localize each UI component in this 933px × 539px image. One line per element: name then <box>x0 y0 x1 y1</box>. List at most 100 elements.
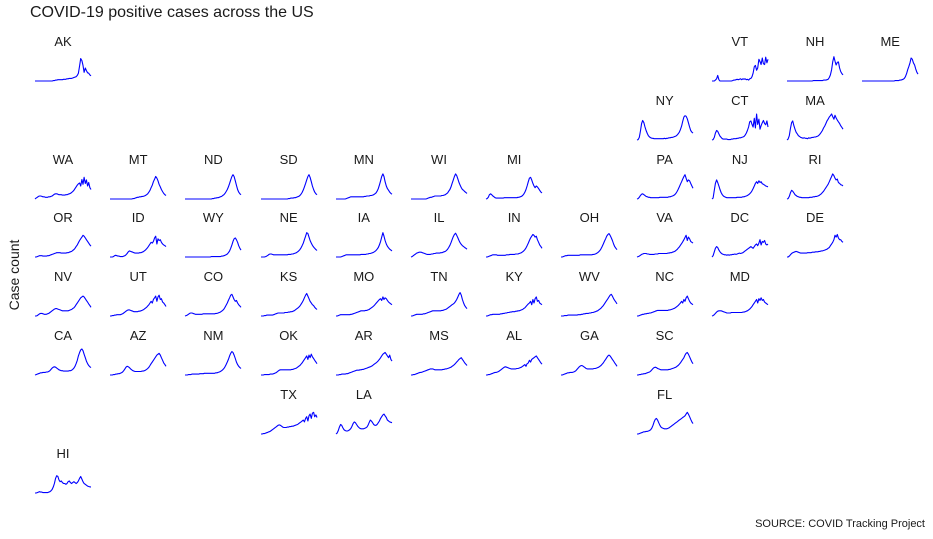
case-count-line-ma <box>786 113 844 141</box>
state-panel-ny: NY <box>636 93 693 144</box>
case-count-line-hi <box>35 474 91 494</box>
state-panel-nh: NH <box>787 35 844 85</box>
state-label: KY <box>505 269 523 285</box>
sparkline-chart <box>636 173 694 200</box>
state-panel-mt: MT <box>110 151 167 203</box>
state-label: MN <box>353 151 374 167</box>
sparkline-chart <box>34 176 92 200</box>
state-label: MI <box>506 151 522 167</box>
state-label: WA <box>52 151 74 167</box>
case-count-line-il <box>410 233 468 258</box>
state-label: FL <box>657 386 673 402</box>
state-label: WY <box>202 210 224 226</box>
state-label: MS <box>429 328 449 343</box>
state-panel-ia: IA <box>335 210 393 261</box>
sparkline-chart <box>335 172 393 200</box>
sparkline-chart <box>787 234 844 258</box>
state-label: WI <box>431 151 447 167</box>
state-label: MT <box>128 151 148 167</box>
state-label: CA <box>53 328 73 343</box>
case-count-line-in <box>486 234 543 258</box>
sparkline-chart <box>35 474 91 494</box>
sparkline-chart <box>636 114 693 141</box>
state-label: IL <box>433 210 445 226</box>
state-panel-mo: MO <box>335 270 393 320</box>
state-label: NC <box>655 269 674 285</box>
state-label: IN <box>507 210 521 226</box>
sparkline-chart <box>335 351 393 376</box>
case-count-line-co <box>185 293 242 317</box>
case-count-line-ca <box>34 348 92 376</box>
state-panel-nc: NC <box>636 269 693 320</box>
case-count-line-id <box>110 236 167 258</box>
case-count-line-nv <box>35 295 92 317</box>
case-count-line-dc <box>711 239 769 258</box>
case-count-line-nh <box>787 56 844 82</box>
case-count-line-ks <box>260 293 317 317</box>
state-panel-sc: SC <box>636 329 694 379</box>
case-count-line-ak <box>35 57 92 82</box>
state-label: PA <box>656 151 673 167</box>
case-count-line-ar <box>335 351 393 376</box>
state-panel-sd: SD <box>260 151 317 203</box>
case-count-line-or <box>35 235 92 258</box>
case-count-line-oh <box>561 233 618 258</box>
sparkline-chart <box>260 353 318 376</box>
case-count-line-nc <box>636 295 693 317</box>
state-label: CT <box>731 92 749 108</box>
state-label: OK <box>279 328 298 343</box>
sparkline-chart <box>34 348 92 376</box>
state-label: IA <box>357 210 370 226</box>
sparkline-chart <box>485 176 543 200</box>
state-panel-ak: AK <box>35 34 92 85</box>
case-count-line-nm <box>185 351 242 376</box>
sparkline-chart <box>185 293 242 317</box>
state-label: KS <box>279 269 298 285</box>
state-label: ME <box>880 34 900 49</box>
state-label: AR <box>354 328 373 343</box>
sparkline-chart <box>787 56 844 82</box>
sparkline-chart <box>260 173 317 200</box>
sparkline-chart <box>110 175 167 200</box>
sparkline-chart <box>862 57 919 82</box>
state-label: OH <box>579 210 600 226</box>
state-label: MA <box>805 92 825 108</box>
sparkline-chart <box>561 233 618 258</box>
source-note: SOURCE: COVID Tracking Project <box>755 518 925 530</box>
case-count-line-ms <box>411 357 468 376</box>
state-panel-hi: HI <box>35 445 91 497</box>
state-label: VA <box>656 210 673 226</box>
sparkline-chart <box>786 113 844 141</box>
state-panel-az: AZ <box>110 328 167 379</box>
state-panel-ne: NE <box>260 211 317 261</box>
state-panel-ma: MA <box>786 92 844 144</box>
sparkline-chart <box>335 413 392 435</box>
case-count-line-nj <box>711 178 769 200</box>
case-count-line-wv <box>561 293 618 317</box>
state-label: AK <box>54 34 72 49</box>
case-count-line-wa <box>34 176 92 200</box>
state-panel-wy: WY <box>185 210 242 261</box>
state-label: AZ <box>129 328 147 343</box>
sparkline-chart <box>636 235 693 258</box>
case-count-line-va <box>636 235 693 258</box>
state-label: ND <box>204 151 223 167</box>
sparkline-chart <box>786 172 844 200</box>
state-label: SD <box>279 151 298 167</box>
case-count-line-ut <box>110 294 167 317</box>
state-panel-in: IN <box>486 210 543 261</box>
state-label: TX <box>280 386 297 402</box>
state-label: AL <box>506 328 523 343</box>
state-panel-ks: KS <box>260 269 317 320</box>
sparkline-chart <box>335 232 393 258</box>
sparkline-chart <box>110 236 167 258</box>
chart-title: COVID-19 positive cases across the US <box>30 4 314 21</box>
state-label: CO <box>203 269 224 285</box>
state-label: HI <box>56 445 70 461</box>
state-panel-ct: CT <box>711 92 769 144</box>
state-label: NM <box>203 328 224 343</box>
sparkline-chart <box>185 173 242 200</box>
state-panel-co: CO <box>185 269 242 320</box>
case-count-line-ga <box>561 354 618 376</box>
state-panel-or: OR <box>35 211 92 261</box>
